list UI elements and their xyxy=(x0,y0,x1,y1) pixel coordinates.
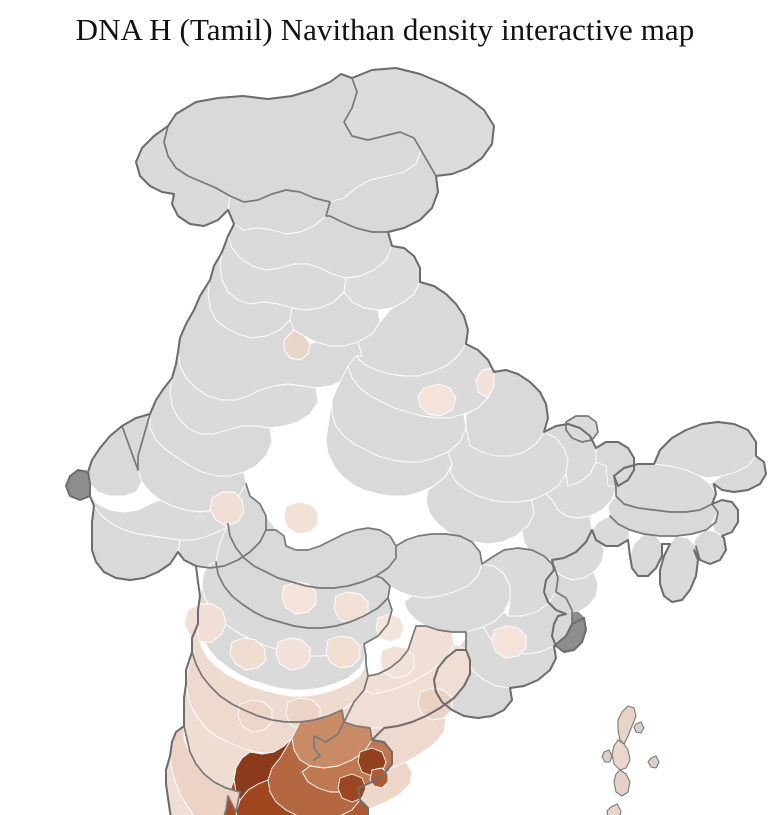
region-andaman-nicobar xyxy=(602,706,659,815)
region-maharashtra xyxy=(184,562,404,690)
map-districts-layer xyxy=(66,68,766,815)
region-northeast xyxy=(592,422,766,602)
map-country-outline-layer xyxy=(66,68,766,815)
page-title: DNA H (Tamil) Navithan density interacti… xyxy=(75,12,695,47)
region-jammu-kashmir-ladakh xyxy=(136,68,494,234)
region-uttar-pradesh xyxy=(326,282,506,496)
india-choropleth-map[interactable] xyxy=(0,52,770,815)
region-rajasthan xyxy=(138,280,362,512)
region-north-plains xyxy=(208,216,420,360)
region-madhya-pradesh xyxy=(210,484,482,628)
